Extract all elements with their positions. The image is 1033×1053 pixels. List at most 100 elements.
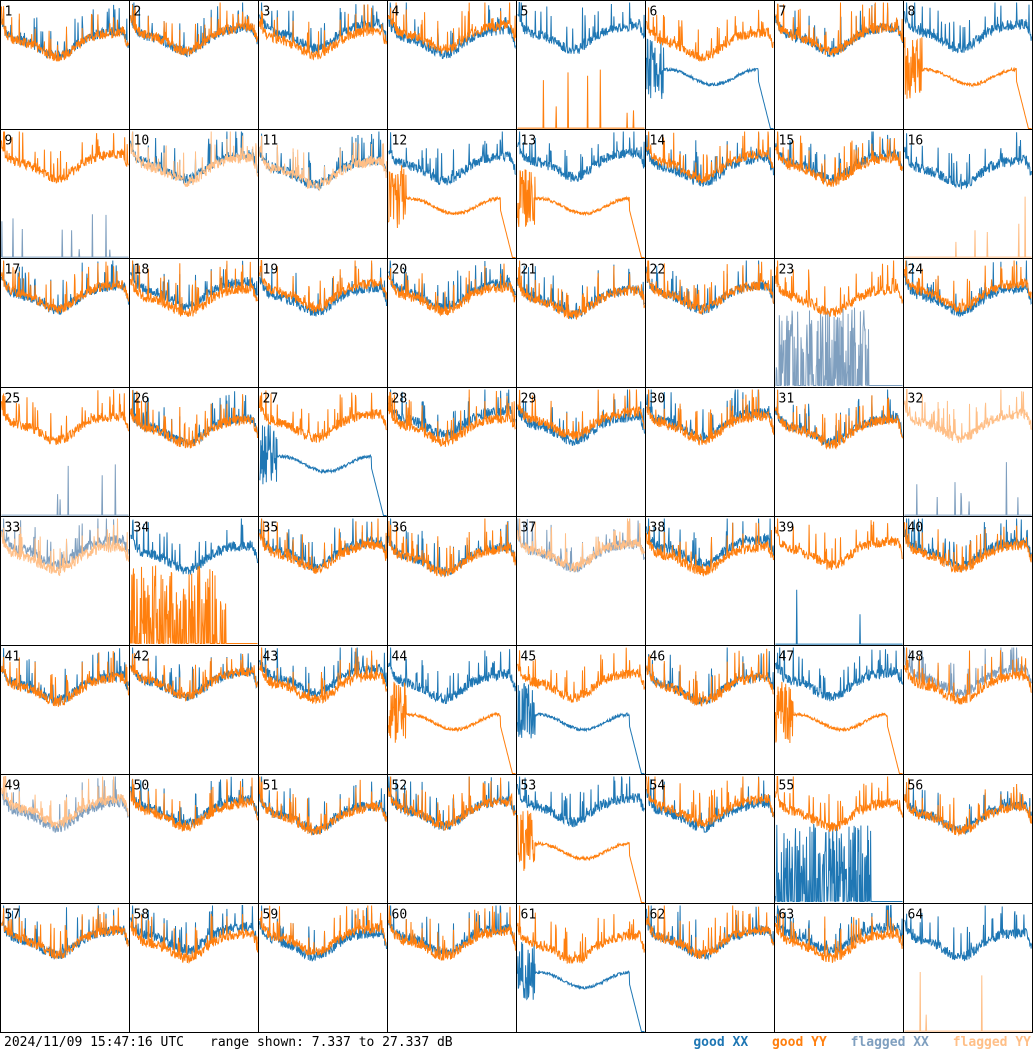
panel-16-yy-line [904, 196, 1032, 258]
panel-35-label: 35 [263, 521, 279, 536]
panel-2-yy-line [130, 2, 258, 56]
panel-48: 48 [903, 645, 1033, 775]
panel-28: 28 [387, 387, 517, 517]
panel-18: 18 [129, 258, 259, 388]
panel-45-xx-line [517, 683, 645, 774]
timestamp: 2024/11/09 15:47:16 UTC [4, 1035, 185, 1050]
panel-50: 50 [129, 774, 259, 904]
panel-8-yy-line [904, 37, 1032, 129]
panel-27-xx-line [259, 424, 387, 516]
panel-41: 41 [0, 645, 130, 775]
panel-33-label: 33 [5, 521, 21, 536]
panel-38-label: 38 [650, 521, 666, 536]
panel-36-yy-line [388, 518, 516, 578]
panel-59-label: 59 [263, 908, 279, 923]
panel-25: 25 [0, 387, 130, 517]
panel-11-label: 11 [263, 134, 279, 149]
panel-12-xx-line [388, 131, 516, 186]
panel-20-yy-line [388, 263, 516, 317]
panel-60-label: 60 [392, 908, 408, 923]
panel-63-yy-line [775, 909, 903, 963]
panel-16-label: 16 [908, 134, 924, 149]
panel-24-label: 24 [908, 263, 924, 278]
panel-53: 53 [516, 774, 646, 904]
panel-41-yy-line [1, 651, 129, 707]
panel-21-label: 21 [521, 263, 537, 278]
panel-49-label: 49 [5, 779, 21, 794]
panel-21-yy-line [517, 260, 645, 321]
panel-7-yy-line [775, 2, 903, 57]
panel-51-label: 51 [263, 779, 279, 794]
panel-62: 62 [645, 903, 775, 1033]
panel-4-yy-line [388, 2, 516, 54]
panel-1-yy-line [1, 6, 129, 62]
panel-64-yy-line [904, 971, 1032, 1032]
panel-17-label: 17 [5, 263, 21, 278]
panel-43-label: 43 [263, 650, 279, 665]
panel-4-label: 4 [392, 5, 400, 20]
panel-34: 34 [129, 516, 259, 646]
panel-52-yy-line [388, 776, 516, 831]
panel-46-yy-line [646, 648, 774, 707]
panel-12-label: 12 [392, 134, 408, 149]
panel-1: 1 [0, 0, 130, 130]
panel-25-label: 25 [5, 392, 21, 407]
panel-1-label: 1 [5, 5, 13, 20]
panel-23: 23 [774, 258, 904, 388]
panel-18-xx-line [130, 260, 258, 311]
legend-good-yy: good YY [771, 1035, 827, 1050]
panel-44-label: 44 [392, 650, 408, 665]
panel-9-label: 9 [5, 134, 13, 149]
range-readout: range shown: 7.337 to 27.337 dB [210, 1035, 453, 1050]
panel-14-yy-line [646, 131, 774, 184]
panel-53-label: 53 [521, 779, 537, 794]
footer-bar: 2024/11/09 15:47:16 UTC range shown: 7.3… [0, 1034, 1033, 1053]
panel-39: 39 [774, 516, 904, 646]
panel-25-yy-line [1, 389, 129, 446]
panel-42-label: 42 [134, 650, 150, 665]
panel-6-xx-line [646, 37, 774, 129]
panel-23-xx-line [775, 307, 903, 386]
panel-17-yy-line [1, 260, 129, 314]
legend-good-xx: good XX [693, 1035, 749, 1050]
panel-35: 35 [258, 516, 388, 646]
panel-47-label: 47 [779, 650, 795, 665]
panel-54: 54 [645, 774, 775, 904]
panel-31: 31 [774, 387, 904, 517]
panel-24: 24 [903, 258, 1033, 388]
panel-22-label: 22 [650, 263, 666, 278]
panel-48-xx-line [904, 647, 1032, 698]
panel-57-yy-line [1, 907, 129, 960]
panel-50-label: 50 [134, 779, 150, 794]
panel-49: 49 [0, 774, 130, 904]
panel-14: 14 [645, 129, 775, 259]
panel-57-label: 57 [5, 908, 21, 923]
panel-23-label: 23 [779, 263, 795, 278]
panel-58-label: 58 [134, 908, 150, 923]
panel-62-yy-line [646, 905, 774, 960]
panel-51: 51 [258, 774, 388, 904]
panel-54-label: 54 [650, 779, 666, 794]
panel-11: 11 [258, 129, 388, 259]
panel-61-label: 61 [521, 908, 537, 923]
panel-44: 44 [387, 645, 517, 775]
panel-2-label: 2 [134, 5, 142, 20]
panel-33-yy-line [1, 518, 129, 576]
panel-31-frame [774, 387, 904, 517]
panel-5-label: 5 [521, 5, 529, 20]
panel-5-yy-line [517, 69, 645, 129]
panel-29-yy-line [517, 389, 645, 441]
panel-63: 63 [774, 903, 904, 1033]
panel-40-label: 40 [908, 521, 924, 536]
panel-55-label: 55 [779, 779, 795, 794]
panel-46-label: 46 [650, 650, 666, 665]
panel-19-label: 19 [263, 263, 279, 278]
panel-9: 9 [0, 129, 130, 259]
panel-48-label: 48 [908, 650, 924, 665]
panel-34-yy-line [130, 565, 258, 644]
panel-10: 10 [129, 129, 259, 259]
panel-15-label: 15 [779, 134, 795, 149]
panel-13: 13 [516, 129, 646, 259]
panel-31-yy-line [775, 389, 903, 450]
